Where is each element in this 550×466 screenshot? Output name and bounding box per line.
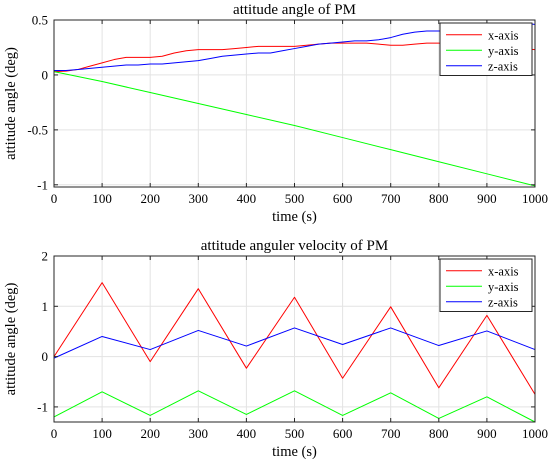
series-lines bbox=[53, 282, 536, 423]
x-axis-ticks: 0 100 200 300 400 500 600 700 800 900 1000 bbox=[51, 256, 548, 441]
x-tick-label: 600 bbox=[333, 191, 353, 206]
y-axis-label: attitude angle (deg) bbox=[3, 282, 19, 395]
chart-panel-attitude-angle: 0 100 200 300 400 500 600 700 800 900 1000 -1-0.50… bbox=[3, 2, 548, 225]
y-tick-label: 0.5 bbox=[32, 13, 48, 28]
x-axis-ticks: 0 100 200 300 400 500 600 700 800 900 1000 bbox=[51, 20, 548, 206]
chart-title: attitude angle of PM bbox=[233, 2, 356, 18]
legend-label-x-axis: x-axis bbox=[488, 264, 519, 278]
y-axis-ticks: -1 -0.5 0 0.5 bbox=[27, 13, 535, 192]
series-line-y-axis bbox=[53, 390, 536, 423]
legend-label-x-axis: x-axis bbox=[488, 28, 519, 42]
y-tick-label: -1 bbox=[37, 177, 48, 192]
x-tick-label: 900 bbox=[477, 426, 497, 441]
y-tick-label: 0 bbox=[42, 67, 49, 82]
legend-box bbox=[439, 258, 533, 312]
y-tick-label: -0.5 bbox=[27, 122, 48, 137]
x-tick-label: 500 bbox=[285, 426, 305, 441]
series-line-x-axis bbox=[53, 282, 536, 395]
x-tick-label: 200 bbox=[140, 191, 160, 206]
legend-label-z-axis: z-axis bbox=[488, 295, 518, 309]
y-tick-label: 1 bbox=[42, 299, 49, 314]
chart-title: attitude anguler velocity of PM bbox=[201, 238, 388, 254]
x-tick-label: 900 bbox=[477, 191, 497, 206]
legend-label-y-axis: y-axis bbox=[488, 44, 519, 58]
x-tick-label: 500 bbox=[285, 191, 305, 206]
y-tick-label: 0 bbox=[42, 349, 49, 364]
x-tick-label: 700 bbox=[381, 191, 401, 206]
x-tick-label: 700 bbox=[381, 426, 401, 441]
x-tick-label: 200 bbox=[140, 426, 160, 441]
x-tick-label: 300 bbox=[189, 191, 209, 206]
legend-label-y-axis: y-axis bbox=[488, 280, 519, 294]
series-line-z-axis bbox=[53, 327, 536, 359]
x-tick-label: 100 bbox=[92, 191, 112, 206]
legend-label-z-axis: z-axis bbox=[488, 59, 518, 73]
x-tick-label: 100 bbox=[92, 426, 112, 441]
y-tick-label: -1 bbox=[37, 399, 48, 414]
x-tick-label: 1000 bbox=[522, 191, 548, 206]
x-tick-label: 300 bbox=[189, 426, 209, 441]
x-tick-label: 0 bbox=[51, 191, 58, 206]
y-axis-ticks: -1 0 1 2 bbox=[37, 249, 535, 414]
x-tick-label: 1000 bbox=[522, 426, 548, 441]
x-tick-label: 400 bbox=[237, 426, 257, 441]
x-tick-label: 0 bbox=[51, 426, 58, 441]
x-tick-label: 800 bbox=[429, 426, 449, 441]
legend-box bbox=[439, 22, 533, 76]
x-axis-label: time (s) bbox=[272, 444, 317, 460]
x-axis-label: time (s) bbox=[272, 209, 317, 225]
x-tick-label: 800 bbox=[429, 191, 449, 206]
x-tick-label: 600 bbox=[333, 426, 353, 441]
y-tick-label: 2 bbox=[42, 249, 49, 264]
series-line-y-axis bbox=[53, 71, 536, 187]
x-tick-label: 400 bbox=[237, 191, 257, 206]
y-axis-label: attitude angle (deg) bbox=[3, 47, 19, 160]
